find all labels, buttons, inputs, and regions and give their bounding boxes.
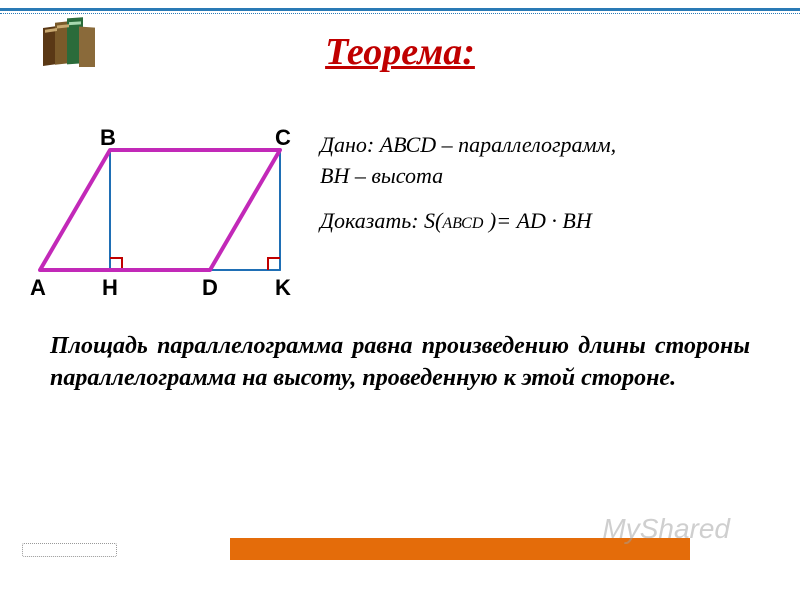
- prove-prefix: Доказать: S(: [320, 208, 442, 233]
- prove-sub: АВСD: [442, 215, 483, 232]
- bottom-accent-bar: [230, 538, 690, 560]
- vertex-label-B: B: [100, 125, 116, 151]
- prove-suffix: )= АD · ВН: [483, 208, 591, 233]
- given-line2: ВН – высота: [320, 163, 443, 188]
- theorem-statement: Площадь параллелограмма равна произведен…: [50, 330, 750, 395]
- parallelogram-diagram: A B C D H K: [30, 120, 310, 305]
- vertex-label-K: K: [275, 275, 291, 301]
- vertex-label-A: A: [30, 275, 46, 301]
- top-border-dotted: [0, 13, 800, 14]
- given-line1: Дано: АВСD – параллелограмм,: [320, 132, 616, 157]
- vertex-label-H: H: [102, 275, 118, 301]
- top-border: [0, 8, 800, 11]
- given-block: Дано: АВСD – параллелограмм, ВН – высота…: [320, 130, 616, 236]
- slide-number-placeholder: [22, 543, 117, 557]
- vertex-label-C: C: [275, 125, 291, 151]
- theorem-title: Теорема:: [325, 30, 475, 74]
- vertex-label-D: D: [202, 275, 218, 301]
- books-icon: [35, 2, 110, 72]
